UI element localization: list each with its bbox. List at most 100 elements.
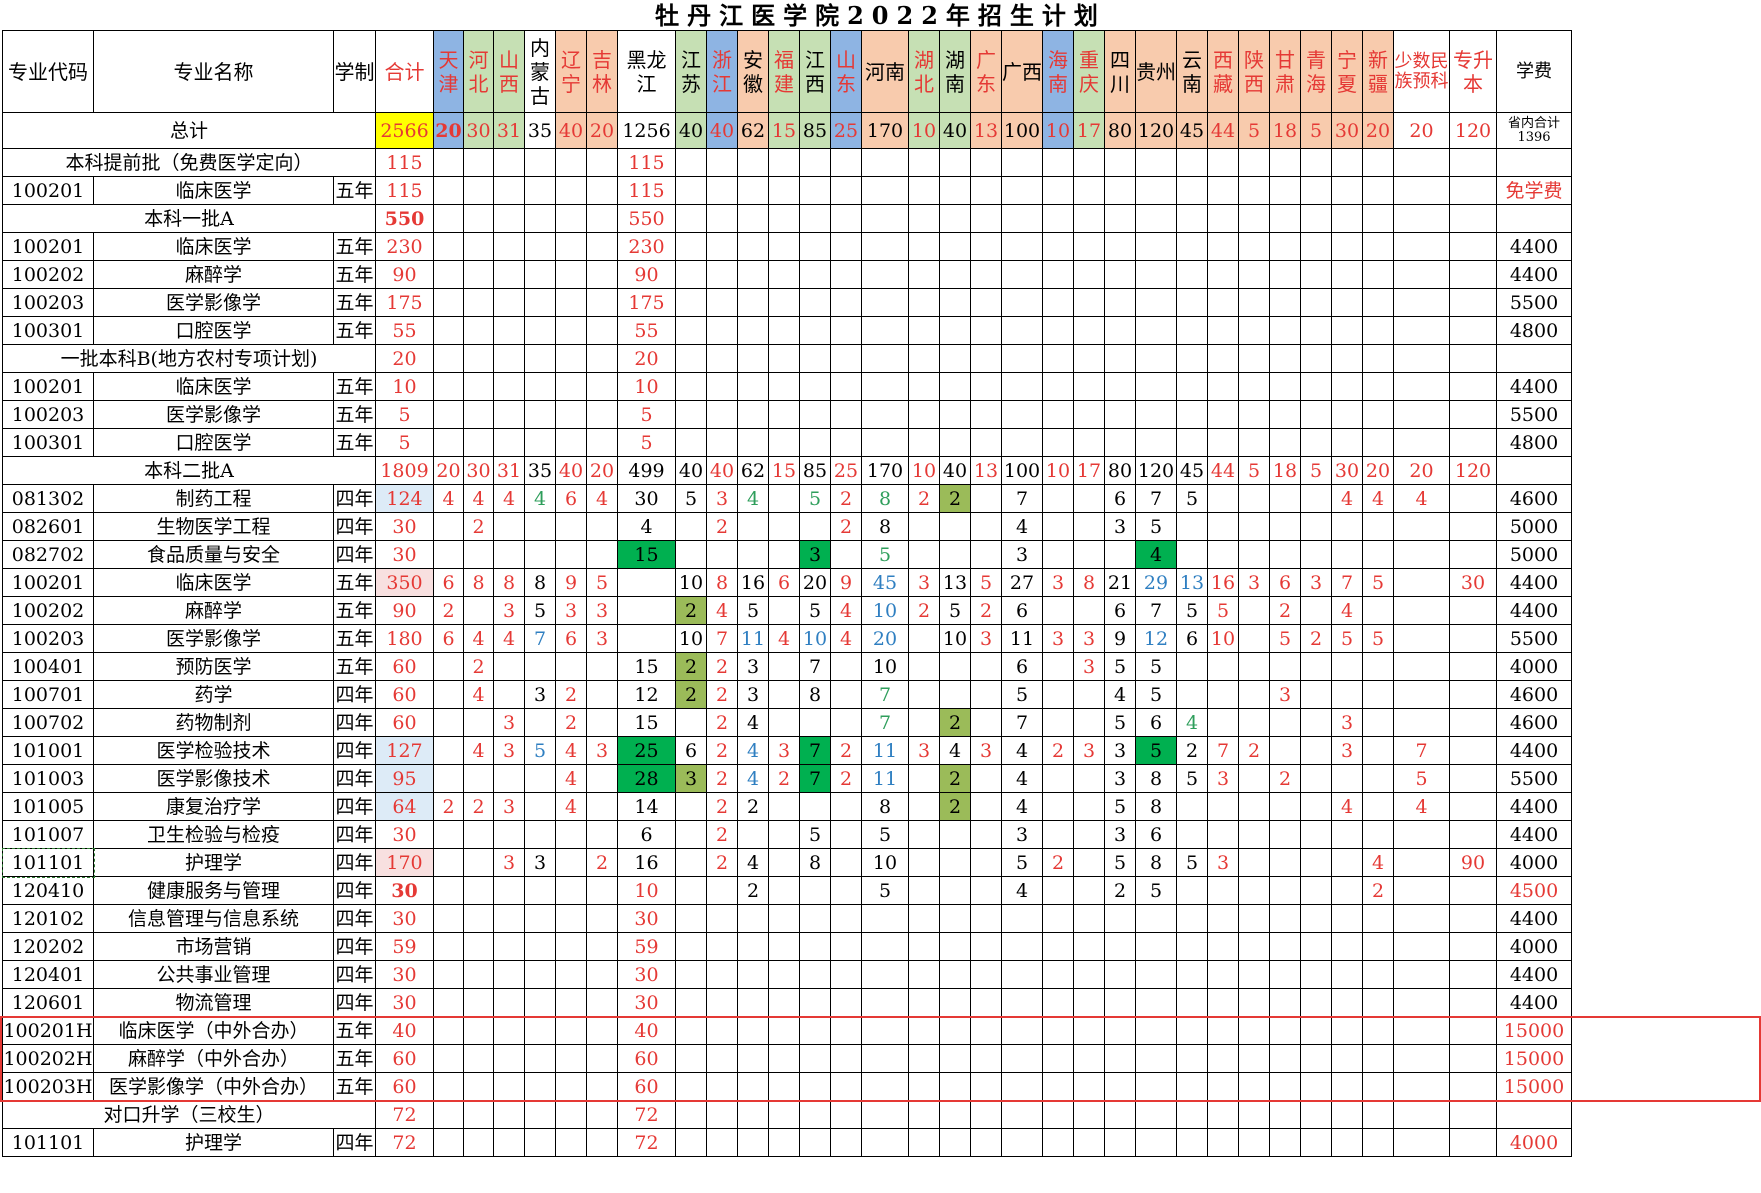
table-cell <box>1207 792 1239 821</box>
table-cell <box>1073 820 1105 849</box>
table-cell <box>524 876 556 905</box>
table-cell <box>830 988 862 1017</box>
table-cell: 60 <box>375 708 434 737</box>
table-cell: 5 <box>799 484 831 513</box>
table-cell <box>675 400 707 429</box>
table-cell <box>675 1072 707 1101</box>
table-cell <box>1001 428 1043 457</box>
table-cell <box>1207 1072 1239 1101</box>
section-row: 本科一批A 550 550 <box>2 204 1572 233</box>
table-cell <box>1073 1072 1105 1101</box>
major-code: 081302 <box>2 484 94 513</box>
table-cell <box>768 204 800 233</box>
table-cell <box>463 848 494 877</box>
fee-cell <box>1496 1100 1572 1129</box>
table-cell <box>675 1016 707 1045</box>
table-cell <box>1362 680 1394 709</box>
table-cell <box>939 344 971 373</box>
table-cell <box>1073 204 1105 233</box>
table-cell <box>1238 904 1270 933</box>
table-cell <box>970 820 1002 849</box>
table-cell <box>1393 1128 1450 1157</box>
table-cell <box>799 316 831 345</box>
table-cell <box>1362 932 1394 961</box>
table-cell <box>524 260 556 289</box>
table-cell: 10 <box>908 456 940 485</box>
table-cell <box>939 176 971 205</box>
table-cell: 175 <box>375 288 434 317</box>
table-cell <box>1331 512 1363 541</box>
table-cell: 90 <box>1449 848 1497 877</box>
table-cell <box>1269 232 1301 261</box>
table-cell <box>586 1072 618 1101</box>
duration: 五年 <box>333 1072 376 1101</box>
table-cell <box>1331 540 1363 569</box>
table-cell <box>555 1016 587 1045</box>
duration: 五年 <box>333 288 376 317</box>
table-cell <box>1176 1016 1208 1045</box>
table-cell <box>1207 1100 1239 1129</box>
table-cell: 72 <box>375 1100 434 1129</box>
table-cell: 2 <box>675 652 707 681</box>
table-cell: 45 <box>1176 112 1208 149</box>
table-cell <box>1042 204 1074 233</box>
table-cell: 3 <box>1001 540 1043 569</box>
table-cell <box>1042 1072 1074 1101</box>
table-cell <box>1104 316 1136 345</box>
table-cell <box>1042 652 1074 681</box>
duration: 五年 <box>333 652 376 681</box>
table-cell: 15 <box>768 456 800 485</box>
duration: 四年 <box>333 876 376 905</box>
table-cell <box>433 204 464 233</box>
table-cell <box>433 288 464 317</box>
table-cell <box>1331 1044 1363 1073</box>
table-cell: 3 <box>908 736 940 765</box>
table-cell: 3 <box>493 596 525 625</box>
table-cell <box>737 988 769 1017</box>
table-cell: 20 <box>1393 456 1450 485</box>
table-cell <box>1393 848 1450 877</box>
table-cell <box>1269 204 1301 233</box>
table-cell <box>1207 820 1239 849</box>
fee-cell: 4600 <box>1496 680 1572 709</box>
table-cell: 6 <box>555 484 587 513</box>
table-cell <box>1238 344 1270 373</box>
table-cell: 5 <box>1362 568 1394 597</box>
duration: 五年 <box>333 316 376 345</box>
table-cell <box>939 1072 971 1101</box>
table-cell <box>1042 400 1074 429</box>
table-cell <box>1238 596 1270 625</box>
table-cell: 5 <box>1001 680 1043 709</box>
table-cell <box>1362 1100 1394 1129</box>
table-cell <box>1393 288 1450 317</box>
major-code: 100202 <box>2 260 94 289</box>
table-cell <box>1362 792 1394 821</box>
table-cell <box>861 1044 909 1073</box>
table-cell <box>555 1044 587 1073</box>
table-cell: 62 <box>737 112 769 149</box>
table-cell <box>1393 820 1450 849</box>
table-cell: 30 <box>1331 456 1363 485</box>
table-cell <box>737 820 769 849</box>
table-cell: 8 <box>861 512 909 541</box>
table-cell <box>586 148 618 177</box>
table-cell <box>861 1016 909 1045</box>
table-cell <box>970 204 1002 233</box>
table-cell <box>861 344 909 373</box>
table-cell: 4 <box>1331 792 1363 821</box>
table-cell: 5 <box>1269 624 1301 653</box>
table-cell <box>1331 372 1363 401</box>
major-code: 120202 <box>2 932 94 961</box>
table-cell <box>433 428 464 457</box>
table-cell <box>830 148 862 177</box>
table-cell <box>675 960 707 989</box>
major-name: 医学影像学 <box>93 288 334 317</box>
table-cell <box>1176 652 1208 681</box>
table-cell <box>1176 372 1208 401</box>
table-cell <box>737 344 769 373</box>
table-cell: 4 <box>737 484 769 513</box>
table-cell <box>555 1072 587 1101</box>
table-cell <box>1207 988 1239 1017</box>
table-cell <box>433 1016 464 1045</box>
table-cell: 85 <box>799 112 831 149</box>
